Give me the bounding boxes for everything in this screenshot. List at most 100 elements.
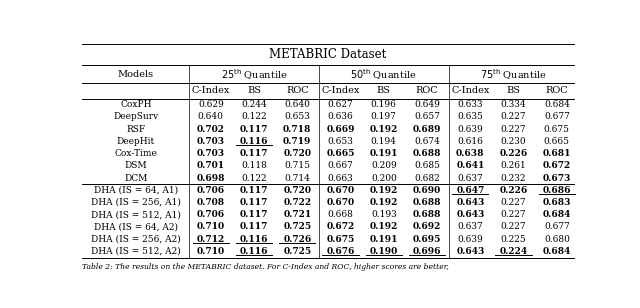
Text: 0.641: 0.641 xyxy=(456,161,484,170)
Text: 0.703: 0.703 xyxy=(196,149,225,158)
Text: 0.227: 0.227 xyxy=(500,198,526,207)
Text: DSM: DSM xyxy=(125,161,147,170)
Text: 0.122: 0.122 xyxy=(241,112,267,121)
Text: 0.663: 0.663 xyxy=(328,174,353,183)
Text: 0.192: 0.192 xyxy=(370,125,398,134)
Text: 0.721: 0.721 xyxy=(283,210,312,219)
Text: 0.690: 0.690 xyxy=(413,186,441,195)
Text: 0.629: 0.629 xyxy=(198,100,223,109)
Text: 0.675: 0.675 xyxy=(326,235,355,244)
Text: 0.193: 0.193 xyxy=(371,210,397,219)
Text: 0.675: 0.675 xyxy=(544,125,570,134)
Text: Models: Models xyxy=(118,70,154,79)
Text: 0.192: 0.192 xyxy=(370,222,398,231)
Text: DCM: DCM xyxy=(124,174,147,183)
Text: 0.670: 0.670 xyxy=(326,186,355,195)
Text: 0.726: 0.726 xyxy=(283,235,312,244)
Text: 0.714: 0.714 xyxy=(284,174,310,183)
Text: 0.708: 0.708 xyxy=(196,198,225,207)
Text: 0.649: 0.649 xyxy=(414,100,440,109)
Text: 0.190: 0.190 xyxy=(370,247,398,256)
Text: C-Index: C-Index xyxy=(191,87,230,95)
Text: DeepSurv: DeepSurv xyxy=(113,112,159,121)
Text: 0.194: 0.194 xyxy=(371,137,397,146)
Text: METABRIC Dataset: METABRIC Dataset xyxy=(269,48,387,61)
Text: 0.197: 0.197 xyxy=(371,112,397,121)
Text: 0.640: 0.640 xyxy=(284,100,310,109)
Text: 0.224: 0.224 xyxy=(500,247,527,256)
Text: 0.682: 0.682 xyxy=(414,174,440,183)
Text: 0.722: 0.722 xyxy=(284,198,311,207)
Text: ROC: ROC xyxy=(286,87,308,95)
Text: 0.643: 0.643 xyxy=(456,198,484,207)
Text: BS: BS xyxy=(377,87,391,95)
Text: 0.725: 0.725 xyxy=(284,247,311,256)
Text: 0.637: 0.637 xyxy=(458,174,483,183)
Text: 0.686: 0.686 xyxy=(543,186,571,195)
Text: 0.638: 0.638 xyxy=(456,149,484,158)
Text: DeepHit: DeepHit xyxy=(116,137,155,146)
Text: 0.192: 0.192 xyxy=(370,186,398,195)
Text: 0.719: 0.719 xyxy=(283,137,312,146)
Text: DHA (IS = 64, A1): DHA (IS = 64, A1) xyxy=(93,186,178,195)
Text: 0.191: 0.191 xyxy=(369,149,398,158)
Text: 0.681: 0.681 xyxy=(543,149,571,158)
Text: 0.636: 0.636 xyxy=(328,112,353,121)
Text: 0.701: 0.701 xyxy=(196,161,225,170)
Text: $75^{\mathrm{th}}$ Quantile: $75^{\mathrm{th}}$ Quantile xyxy=(480,67,547,82)
Text: 0.672: 0.672 xyxy=(326,222,355,231)
Text: 0.668: 0.668 xyxy=(328,210,353,219)
Text: 0.692: 0.692 xyxy=(413,222,441,231)
Text: 0.192: 0.192 xyxy=(370,198,398,207)
Text: 0.227: 0.227 xyxy=(500,222,526,231)
Text: C-Index: C-Index xyxy=(451,87,490,95)
Text: 0.230: 0.230 xyxy=(500,137,526,146)
Text: $25^{\mathrm{th}}$ Quantile: $25^{\mathrm{th}}$ Quantile xyxy=(221,67,287,82)
Text: 0.669: 0.669 xyxy=(326,125,355,134)
Text: 0.725: 0.725 xyxy=(284,222,311,231)
Text: 0.244: 0.244 xyxy=(241,100,267,109)
Text: DHA (IS = 256, A1): DHA (IS = 256, A1) xyxy=(91,198,180,207)
Text: 0.684: 0.684 xyxy=(544,100,570,109)
Text: 0.710: 0.710 xyxy=(196,222,225,231)
Text: 0.117: 0.117 xyxy=(240,222,268,231)
Text: RSF: RSF xyxy=(126,125,145,134)
Text: 0.695: 0.695 xyxy=(413,235,441,244)
Text: 0.117: 0.117 xyxy=(240,149,268,158)
Text: 0.684: 0.684 xyxy=(543,210,571,219)
Text: 0.616: 0.616 xyxy=(458,137,483,146)
Text: 0.676: 0.676 xyxy=(326,247,355,256)
Text: 0.674: 0.674 xyxy=(414,137,440,146)
Text: 0.227: 0.227 xyxy=(500,112,526,121)
Text: 0.698: 0.698 xyxy=(196,174,225,183)
Text: 0.677: 0.677 xyxy=(544,222,570,231)
Text: 0.643: 0.643 xyxy=(456,210,484,219)
Text: 0.702: 0.702 xyxy=(196,125,225,134)
Text: 0.633: 0.633 xyxy=(458,100,483,109)
Text: 0.225: 0.225 xyxy=(500,235,527,244)
Text: Cox-Time: Cox-Time xyxy=(115,149,157,158)
Text: 0.684: 0.684 xyxy=(543,247,571,256)
Text: 0.116: 0.116 xyxy=(240,235,268,244)
Text: 0.227: 0.227 xyxy=(500,125,526,134)
Text: 0.712: 0.712 xyxy=(196,235,225,244)
Text: 0.683: 0.683 xyxy=(543,198,571,207)
Text: 0.720: 0.720 xyxy=(284,186,311,195)
Text: 0.665: 0.665 xyxy=(326,149,355,158)
Text: 0.637: 0.637 xyxy=(458,222,483,231)
Text: 0.191: 0.191 xyxy=(369,235,398,244)
Text: BS: BS xyxy=(247,87,261,95)
Text: 0.639: 0.639 xyxy=(458,235,483,244)
Text: 0.688: 0.688 xyxy=(413,210,442,219)
Text: 0.226: 0.226 xyxy=(499,186,528,195)
Text: 0.672: 0.672 xyxy=(543,161,571,170)
Text: Table 2: The results on the METABRIC dataset. For C-Index and ROC, higher scores: Table 2: The results on the METABRIC dat… xyxy=(83,263,449,271)
Text: 0.680: 0.680 xyxy=(544,235,570,244)
Text: $50^{\mathrm{th}}$ Quantile: $50^{\mathrm{th}}$ Quantile xyxy=(351,67,417,82)
Text: 0.715: 0.715 xyxy=(284,161,310,170)
Text: ROC: ROC xyxy=(416,87,438,95)
Text: 0.685: 0.685 xyxy=(414,161,440,170)
Text: 0.720: 0.720 xyxy=(284,149,311,158)
Text: 0.122: 0.122 xyxy=(241,174,267,183)
Text: ROC: ROC xyxy=(545,87,568,95)
